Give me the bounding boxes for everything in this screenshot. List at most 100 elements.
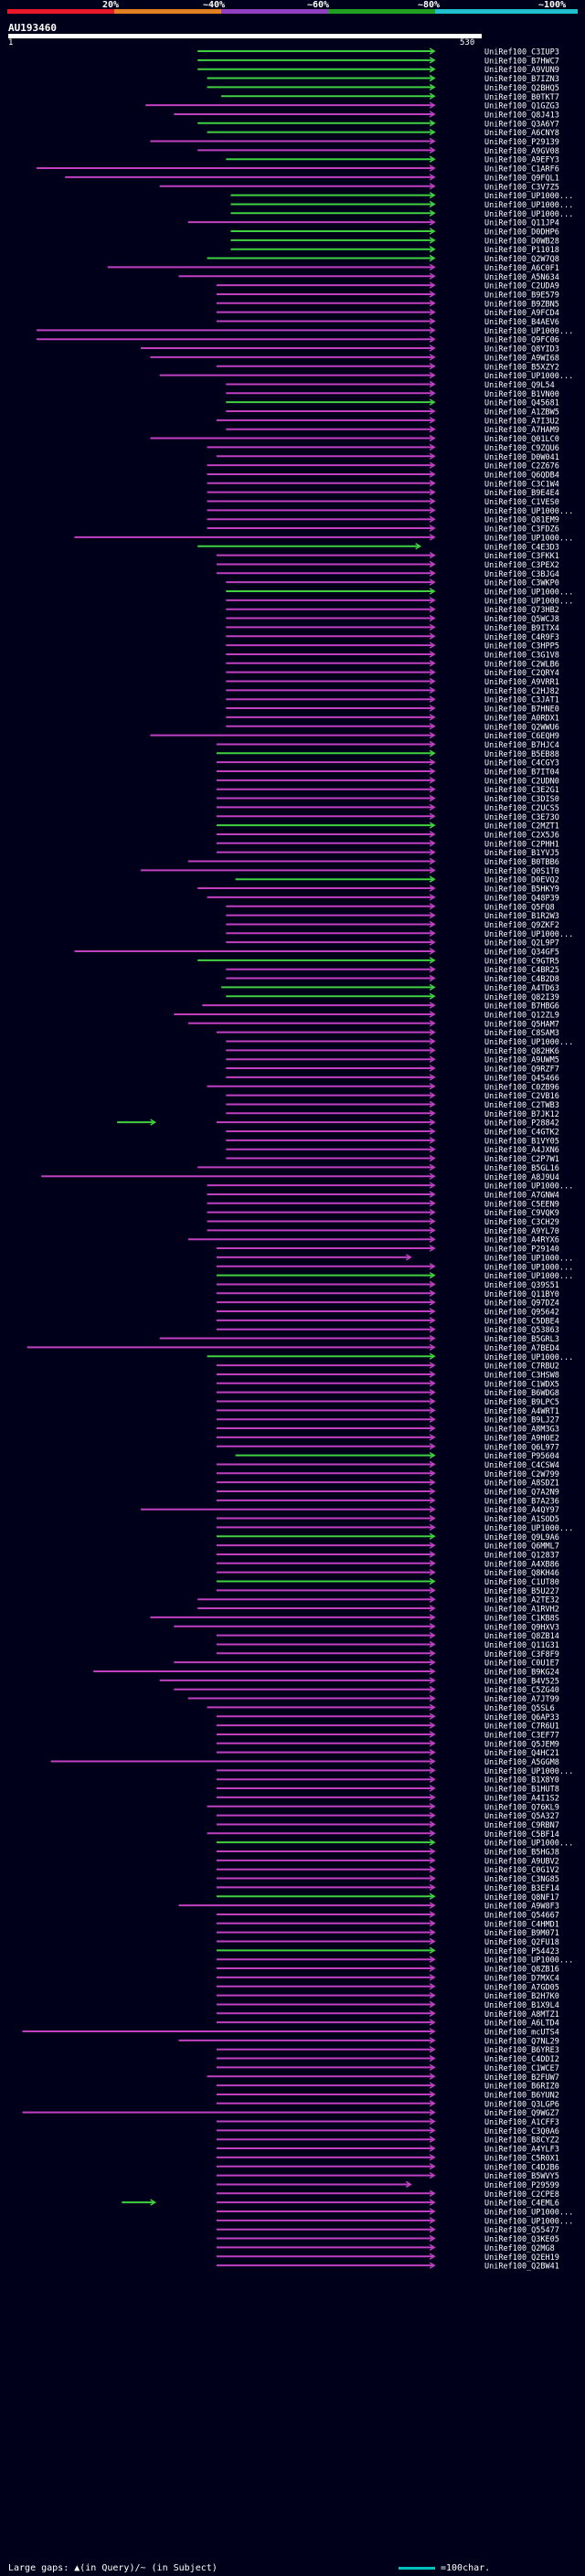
hit-row[interactable]: UniRef100_B7A236 [216,1497,559,1506]
hit-row[interactable]: UniRef100_C0U1E7 [174,1659,559,1669]
hit-row[interactable]: UniRef100_B7IZN3 [207,74,559,84]
hit-row[interactable]: UniRef100_B9ZBN5 [216,300,559,309]
hit-row[interactable]: UniRef100_A6C0F1 [107,263,559,273]
hit-row[interactable]: UniRef100_C2VB16 [226,1091,559,1101]
hit-row[interactable]: UniRef100_D0EVQ2 [235,875,559,885]
hit-row[interactable]: UniRef100_P11018 [230,246,559,255]
hit-row[interactable]: UniRef100_Q6L977 [216,1443,559,1452]
hit-row[interactable]: UniRef100_B6WDG8 [216,1389,559,1398]
hit-row[interactable]: UniRef100_B5GL16 [197,1163,559,1173]
hit-row[interactable]: UniRef100_Q8KH46 [216,1569,559,1578]
hit-row[interactable]: UniRef100_C3Q0A6 [216,2126,559,2136]
hit-row[interactable]: UniRef100_C4BR25 [226,966,559,975]
hit-row[interactable]: UniRef100_C0ZB96 [207,1083,559,1092]
hit-row[interactable]: UniRef100_A7GD05 [216,1983,559,1992]
hit-row[interactable]: UniRef100_Q76KL9 [207,1803,559,1812]
hit-row[interactable]: UniRef100_Q73HB2 [226,606,559,615]
hit-row[interactable]: UniRef100_C7RBU2 [216,1362,559,1372]
hit-row[interactable]: UniRef100_Q8YID3 [141,345,559,355]
hit-row[interactable]: UniRef100_UP1000... [230,200,573,210]
hit-row[interactable]: UniRef100_C8SAM3 [216,1029,559,1038]
hit-row[interactable]: UniRef100_A9H0E2 [216,1434,559,1443]
hit-row[interactable]: UniRef100_A5GGM8 [50,1757,559,1767]
hit-row[interactable]: UniRef100_B7HNE0 [226,705,559,715]
hit-row[interactable]: UniRef100_C3C1W4 [207,480,559,489]
hit-row[interactable]: UniRef100_Q9FQL1 [65,174,559,183]
hit-row[interactable]: UniRef100_B8CYZ2 [216,2136,559,2146]
hit-row[interactable]: UniRef100_A9UWM5 [226,1055,559,1065]
hit-row[interactable]: UniRef100_C6EQH9 [150,731,559,741]
hit-row[interactable]: UniRef100_UP1000... [226,929,573,939]
hit-row[interactable]: UniRef100_C4CSW4 [216,1460,559,1470]
hit-row[interactable]: UniRef100_UP1000... [216,1766,573,1776]
hit-row[interactable]: UniRef100_B9ITX4 [226,623,559,633]
hit-row[interactable]: UniRef100_B5WVY5 [216,2171,559,2181]
hit-row[interactable]: UniRef100_Q2WWU6 [226,723,559,732]
hit-row[interactable]: UniRef100_A4XB86 [216,1560,559,1569]
hit-row[interactable]: UniRef100_C2TWB3 [226,1100,559,1110]
hit-row[interactable]: UniRef100_B4V525 [159,1677,559,1686]
hit-row[interactable]: UniRef100_P54423 [216,1946,559,1956]
hit-row[interactable]: UniRef100_A9VRR1 [226,677,559,687]
hit-row[interactable]: UniRef100_Q82HK6 [226,1046,559,1056]
hit-row[interactable]: UniRef100_C5EEN9 [207,1200,559,1209]
hit-row[interactable]: UniRef100_B1X8Y0 [216,1776,559,1786]
hit-row[interactable]: UniRef100_UP1000... [226,588,573,598]
hit-row[interactable]: UniRef100_B5U227 [216,1586,559,1596]
hit-row[interactable]: UniRef100_C2X5J6 [216,831,559,840]
hit-row[interactable]: UniRef100_C2W799 [216,1469,559,1479]
hit-row[interactable]: UniRef100_C2CPE8 [216,2189,559,2200]
hit-row[interactable]: UniRef100_D0WB28 [230,237,559,246]
hit-row[interactable]: UniRef100_A2TE32 [197,1595,559,1606]
hit-row[interactable]: UniRef100_Q6QDB4 [207,471,559,480]
hit-row[interactable]: UniRef100_B5XZY2 [216,363,559,372]
hit-row[interactable]: UniRef100_Q2W7Q8 [207,254,559,264]
hit-row[interactable]: UniRef100_UP1000... [216,1254,573,1263]
hit-row[interactable]: UniRef100_B5EB88 [216,749,559,759]
hit-row[interactable]: UniRef100_Q8ZB16 [216,1965,559,1975]
hit-row[interactable]: UniRef100_Q11BY0 [216,1289,559,1299]
hit-row[interactable]: UniRef100_P28842 [117,1118,559,1129]
hit-row[interactable]: UniRef100_C3G1V8 [226,651,559,660]
hit-row[interactable]: UniRef100_A9W8F3 [178,1902,559,1912]
hit-row[interactable]: UniRef100_C4HMD1 [216,1920,559,1929]
hit-row[interactable]: UniRef100_Q8ZB14 [216,1631,559,1641]
hit-row[interactable]: UniRef100_Q81EM9 [207,515,559,525]
hit-row[interactable]: UniRef100_A9GV08 [197,146,559,156]
hit-row[interactable]: UniRef100_A8SDZ1 [216,1479,559,1489]
hit-row[interactable]: UniRef100_C2P7W1 [226,1154,559,1164]
hit-row[interactable]: UniRef100_C5BF14 [207,1829,559,1839]
hit-row[interactable]: UniRef100_Q9L54 [226,380,555,390]
hit-row[interactable]: UniRef100_C2HJ82 [226,686,559,696]
hit-row[interactable]: UniRef100_Q5SL6 [207,1703,555,1713]
hit-row[interactable]: UniRef100_C4DJB6 [216,2163,559,2172]
hit-row[interactable]: UniRef100_Q1GZG3 [145,101,559,111]
hit-row[interactable]: UniRef100_Q8J413 [174,111,559,120]
hit-row[interactable]: UniRef100_UP1000... [216,1839,573,1849]
hit-row[interactable]: UniRef100_UP1000... [226,597,573,606]
hit-row[interactable]: UniRef100_C3FKK1 [216,551,559,561]
hit-row[interactable]: UniRef100_B1VN00 [226,389,559,399]
hit-row[interactable]: UniRef100_C9GTR5 [197,957,559,966]
hit-row[interactable]: UniRef100_Q0S1T0 [141,866,559,876]
hit-row[interactable]: UniRef100_B6RIZ0 [216,2082,559,2092]
hit-row[interactable]: UniRef100_C1KB8S [150,1614,559,1623]
hit-row[interactable]: UniRef100_C3HSW8 [216,1371,559,1380]
hit-row[interactable]: UniRef100_B7HWC7 [197,57,559,66]
hit-row[interactable]: UniRef100_C4B2D8 [226,974,559,984]
hit-row[interactable]: UniRef100_B2H7K0 [216,1991,559,2001]
hit-row[interactable]: UniRef100_UP1000... [216,1956,573,1966]
hit-row[interactable]: UniRef100_UP1000... [216,2217,573,2226]
hit-row[interactable]: UniRef100_Q9ZKF2 [226,920,559,930]
hit-row[interactable]: UniRef100_C3HPP5 [226,641,559,652]
hit-row[interactable]: UniRef100_A7JT99 [187,1694,559,1704]
hit-row[interactable]: UniRef100_Q2MG8 [216,2243,555,2253]
hit-row[interactable]: UniRef100_Q7A2N9 [216,1488,559,1498]
hit-row[interactable]: UniRef100_Q9WGZ7 [22,2109,559,2118]
hit-row[interactable]: UniRef100_A4WRT1 [216,1406,559,1416]
hit-row[interactable]: UniRef100_UP1000... [230,209,573,219]
hit-row[interactable]: UniRef100_Q01LC0 [150,434,559,444]
hit-row[interactable]: UniRef100_B0TKT7 [221,92,559,102]
hit-row[interactable]: UniRef100_C3E73O [216,812,559,822]
hit-row[interactable]: UniRef100_C4EML6 [122,2199,559,2209]
